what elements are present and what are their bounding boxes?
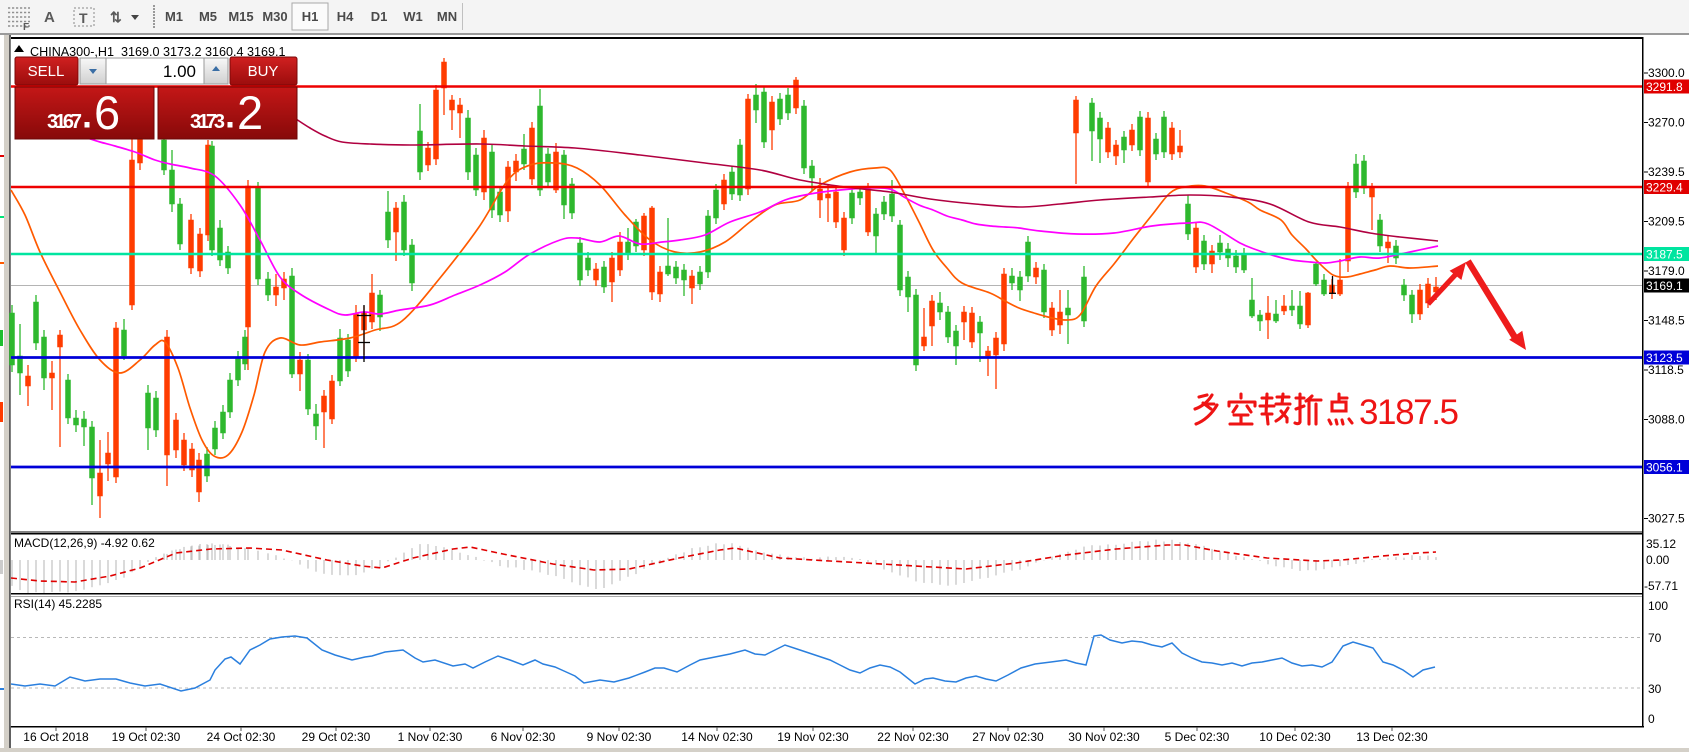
svg-text:0.00: 0.00 (1646, 553, 1670, 567)
svg-text:1.00: 1.00 (163, 62, 196, 81)
svg-text:3173: 3173 (190, 111, 225, 133)
svg-text:6 Nov 02:30: 6 Nov 02:30 (491, 730, 556, 744)
svg-text:H4: H4 (337, 9, 354, 24)
svg-text:3118.5: 3118.5 (1648, 363, 1684, 377)
svg-text:SELL: SELL (28, 63, 65, 80)
svg-text:19 Nov 02:30: 19 Nov 02:30 (777, 730, 849, 744)
svg-text:MACD(12,26,9) -4.92 0.62: MACD(12,26,9) -4.92 0.62 (14, 536, 155, 550)
svg-text:-57.71: -57.71 (1644, 579, 1678, 593)
svg-text:27 Nov 02:30: 27 Nov 02:30 (972, 730, 1044, 744)
svg-text:3167: 3167 (47, 111, 82, 133)
svg-text:W1: W1 (403, 9, 423, 24)
svg-text:24 Oct 02:30: 24 Oct 02:30 (207, 730, 276, 744)
svg-text:T: T (79, 10, 88, 26)
svg-text:M1: M1 (165, 9, 183, 24)
svg-text:6: 6 (94, 86, 120, 139)
svg-text:3187.5: 3187.5 (1646, 248, 1683, 262)
svg-text:M30: M30 (262, 9, 287, 24)
svg-text:⇅: ⇅ (110, 9, 122, 25)
svg-text:16 Oct 2018: 16 Oct 2018 (23, 730, 89, 744)
svg-text:3179.0: 3179.0 (1648, 264, 1685, 278)
svg-text:MN: MN (437, 9, 457, 24)
svg-text:3027.5: 3027.5 (1648, 512, 1685, 526)
svg-text:29 Oct 02:30: 29 Oct 02:30 (302, 730, 371, 744)
svg-text:A: A (44, 9, 55, 26)
svg-text:3088.0: 3088.0 (1648, 413, 1685, 427)
svg-text:14 Nov 02:30: 14 Nov 02:30 (681, 730, 753, 744)
svg-text:3169.1: 3169.1 (1646, 279, 1683, 293)
svg-text:13 Dec 02:30: 13 Dec 02:30 (1356, 730, 1428, 744)
svg-text:3187.5: 3187.5 (1359, 393, 1459, 432)
svg-text:30 Nov 02:30: 30 Nov 02:30 (1068, 730, 1140, 744)
svg-text:3056.1: 3056.1 (1646, 461, 1683, 475)
svg-text:22 Nov 02:30: 22 Nov 02:30 (877, 730, 949, 744)
svg-text:19 Oct 02:30: 19 Oct 02:30 (112, 730, 181, 744)
svg-text:CHINA300-,H1 3169.0 3173.2 31: CHINA300-,H1 3169.0 3173.2 3160.4 3169.1 (30, 45, 286, 59)
svg-text:30: 30 (1648, 682, 1662, 696)
svg-text:3239.5: 3239.5 (1648, 165, 1685, 179)
svg-text:3209.5: 3209.5 (1648, 215, 1685, 229)
svg-text:35.12: 35.12 (1646, 537, 1676, 551)
svg-text:1 Nov 02:30: 1 Nov 02:30 (398, 730, 463, 744)
svg-text:D1: D1 (371, 9, 388, 24)
svg-text:3148.5: 3148.5 (1648, 314, 1685, 328)
svg-text:2: 2 (237, 86, 263, 139)
svg-text:3291.8: 3291.8 (1646, 80, 1683, 94)
svg-text:3300.0: 3300.0 (1648, 66, 1685, 80)
svg-text:9 Nov 02:30: 9 Nov 02:30 (587, 730, 652, 744)
svg-text:5 Dec 02:30: 5 Dec 02:30 (1165, 730, 1230, 744)
svg-text:3270.0: 3270.0 (1648, 116, 1685, 130)
svg-text:10 Dec 02:30: 10 Dec 02:30 (1259, 730, 1331, 744)
svg-text:3229.4: 3229.4 (1646, 181, 1683, 195)
svg-text:M5: M5 (199, 9, 217, 24)
svg-text:70: 70 (1648, 631, 1662, 645)
svg-text:0: 0 (1648, 712, 1655, 726)
svg-text:H1: H1 (302, 9, 319, 24)
svg-text:100: 100 (1648, 599, 1668, 613)
svg-text:F: F (23, 22, 29, 33)
svg-text:3123.5: 3123.5 (1646, 351, 1683, 365)
svg-text:BUY: BUY (248, 63, 279, 80)
svg-text:M15: M15 (228, 9, 253, 24)
svg-text:RSI(14) 45.2285: RSI(14) 45.2285 (14, 597, 102, 611)
